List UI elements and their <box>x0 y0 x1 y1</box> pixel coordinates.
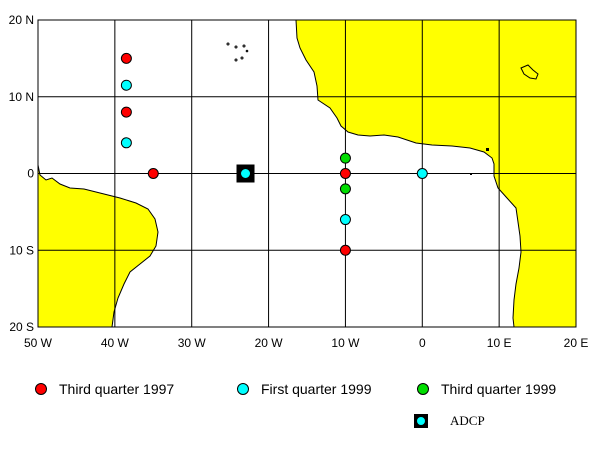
legend-marker-cyan <box>237 383 249 395</box>
station-marker-q3-1999 <box>339 183 351 195</box>
legend-marker-green <box>417 383 429 395</box>
legend-label-q1-1999: First quarter 1999 <box>261 381 372 397</box>
station-marker-q3-1997 <box>120 52 132 64</box>
station-marker-q1-1999 <box>339 214 351 226</box>
station-marker-q1-1999 <box>120 137 132 149</box>
legend-marker-red <box>35 383 47 395</box>
station-marker-q1-1999 <box>120 79 132 91</box>
legend-label-q3-1999: Third quarter 1999 <box>441 381 557 397</box>
legend-label-adcp: ADCP <box>450 413 485 428</box>
axis-labels: 50 W 40 W 30 W 20 W 10 W 0 10 E 20 E 20 N 10 N 0 10… <box>9 13 589 350</box>
lat-tick-label: 10 N <box>9 90 34 104</box>
lon-tick-label: 40 W <box>101 336 130 350</box>
station-marker-q1-1999 <box>416 168 428 179</box>
stations <box>120 52 428 256</box>
cape-verde-islands <box>226 42 249 62</box>
lon-tick-label: 30 W <box>178 336 207 350</box>
lon-tick-label: 0 <box>419 336 426 350</box>
map-frame <box>37 19 577 328</box>
legend-item-q1-1999: First quarter 1999 <box>237 381 372 397</box>
adcp-marker-dot <box>240 168 252 179</box>
lon-tick-label: 10 W <box>331 336 360 350</box>
south-america-landmass <box>38 164 159 327</box>
lon-tick-label: 20 W <box>255 336 284 350</box>
station-marker-q3-1997 <box>120 106 132 118</box>
lon-tick-label: 10 E <box>487 336 512 350</box>
station-marker-q3-1997 <box>147 168 159 179</box>
lat-tick-label: 0 <box>27 167 34 181</box>
lat-tick-label: 20 S <box>9 320 34 334</box>
station-marker-q3-1999 <box>339 152 351 164</box>
lon-tick-label: 20 E <box>564 336 589 350</box>
lat-tick-label: 20 N <box>9 13 34 27</box>
madagascar-island <box>520 64 539 80</box>
station-marker-q3-1997 <box>339 244 351 256</box>
lat-tick-label: 10 S <box>9 243 34 257</box>
legend-item-q3-1999: Third quarter 1999 <box>417 381 556 397</box>
legend-item-adcp: ADCP <box>414 413 485 429</box>
station-marker-q3-1997 <box>339 168 351 179</box>
legend-marker-adcp <box>414 414 428 428</box>
legend-item-q3-1997: Third quarter 1997 <box>35 381 174 397</box>
lon-tick-label: 50 W <box>24 336 53 350</box>
legend-label-q3-1997: Third quarter 1997 <box>59 381 175 397</box>
